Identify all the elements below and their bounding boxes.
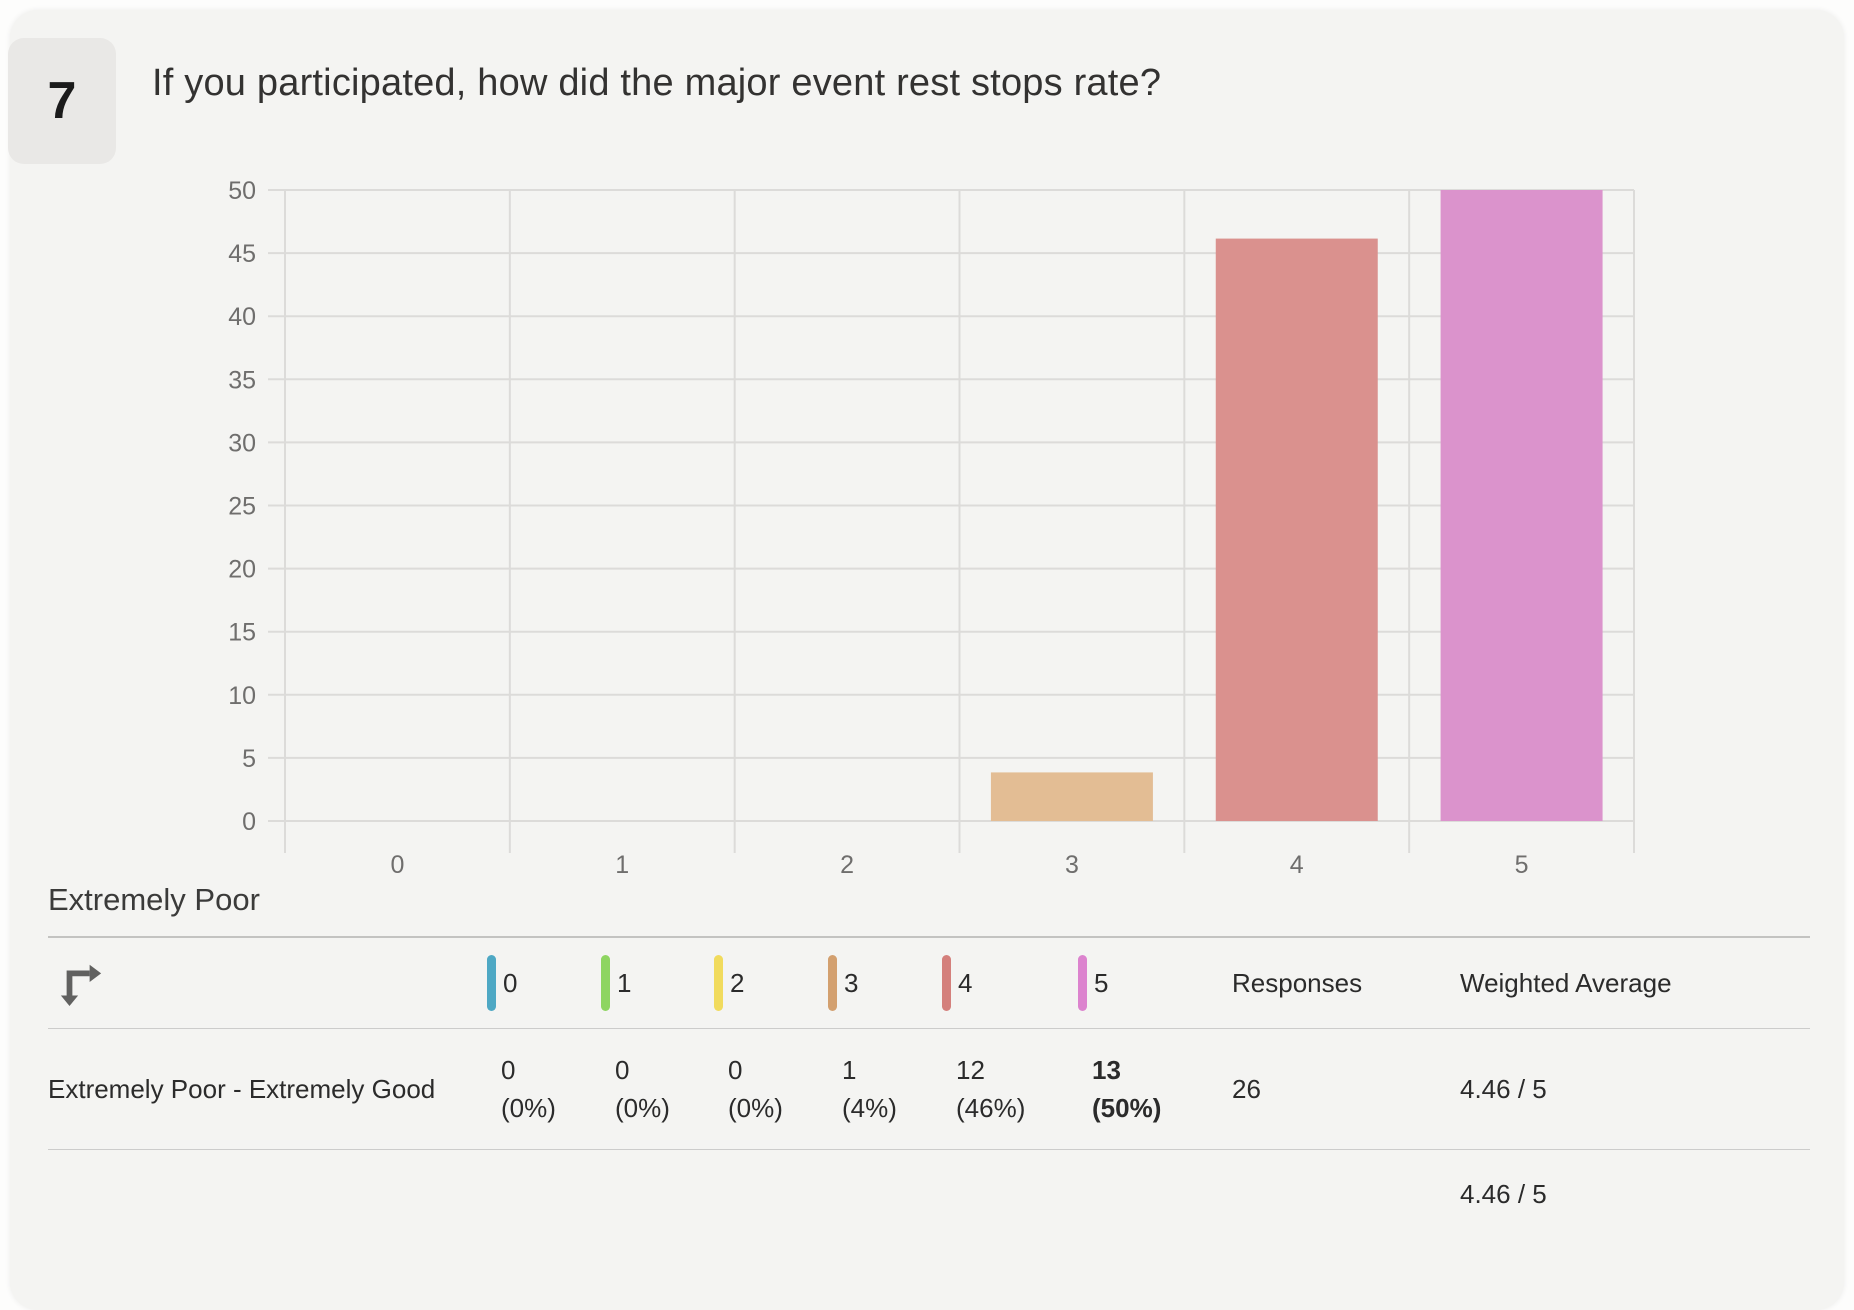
x-axis-category-label: 4 (1290, 851, 1304, 879)
bar-rating-5 (1440, 190, 1603, 821)
answer-row-label: Extremely Poor - Extremely Good (48, 1073, 436, 1104)
weighted-average-value: 4.46 / 5 (1460, 1073, 1547, 1104)
count-value: 12 (956, 1055, 985, 1085)
y-axis-tick-label: 0 (242, 808, 256, 836)
rating-color-chip (1078, 955, 1087, 1011)
rating-column-header-3: 3 (828, 955, 956, 1011)
responses-header: Responses (1232, 967, 1363, 998)
rating-column-header-1: 1 (601, 955, 728, 1011)
rating-cell-4: 12 (46%) (956, 1051, 1092, 1127)
weighted-average-header: Weighted Average (1460, 967, 1672, 998)
rating-color-chip (942, 955, 951, 1011)
rating-color-chip (828, 955, 837, 1011)
rating-column-label: 4 (958, 967, 973, 998)
count-value: 1 (842, 1055, 857, 1085)
percent-value: (0%) (615, 1093, 670, 1123)
y-axis-tick-label: 10 (228, 682, 256, 710)
count-value: 0 (728, 1055, 743, 1085)
bar-rating-3 (990, 772, 1153, 821)
rating-cell-1: 0 (0%) (615, 1051, 728, 1127)
rating-column-label: 3 (844, 967, 859, 998)
rating-color-chip (714, 955, 723, 1011)
count-value: 13 (1092, 1055, 1121, 1085)
scale-start-label: Extremely Poor (48, 882, 260, 917)
x-axis-category-label: 2 (840, 851, 854, 879)
question-title: If you participated, how did the major e… (152, 62, 1162, 104)
question-number-badge: 7 (8, 38, 116, 164)
percent-value: (0%) (728, 1093, 783, 1123)
y-axis-tick-label: 50 (228, 177, 256, 205)
rating-cell-5: 13 (50%) (1092, 1051, 1232, 1127)
y-axis-tick-label: 5 (242, 745, 256, 773)
rating-cell-0: 0 (0%) (501, 1051, 615, 1127)
rating-column-header-5: 5 (1078, 955, 1232, 1011)
percent-value: (50%) (1092, 1093, 1162, 1123)
x-axis-category-label: 0 (390, 851, 404, 879)
rating-column-header-2: 2 (714, 955, 842, 1011)
percent-value: (4%) (842, 1093, 897, 1123)
rating-cell-3: 1 (4%) (842, 1051, 956, 1127)
rating-column-label: 5 (1094, 967, 1109, 998)
count-value: 0 (501, 1055, 516, 1085)
table-row: Extremely Poor - Extremely Good 0 (0%) 0 (0… (48, 1029, 1810, 1150)
rating-cell-2: 0 (0%) (728, 1051, 842, 1127)
count-value: 0 (615, 1055, 630, 1085)
rating-column-header-0: 0 (487, 955, 615, 1011)
y-axis-tick-label: 30 (228, 429, 256, 457)
rating-color-chip (601, 955, 610, 1011)
y-axis-tick-label: 15 (228, 619, 256, 647)
rating-column-label: 0 (503, 967, 518, 998)
pivot-control-cell[interactable] (48, 960, 501, 1006)
rating-column-header-4: 4 (942, 955, 1092, 1011)
table-header-row: 0 1 2 3 4 5 Responses Weighted Average (48, 936, 1810, 1029)
x-axis-category-label: 3 (1065, 851, 1079, 879)
bar-rating-4 (1215, 238, 1378, 821)
rating-column-label: 2 (730, 967, 745, 998)
total-weighted-average: 4.46 / 5 (1460, 1178, 1547, 1209)
responses-value: 26 (1232, 1073, 1261, 1104)
x-axis-category-label: 1 (615, 851, 629, 879)
pivot-arrows-icon (60, 964, 102, 1006)
y-axis-tick-label: 35 (228, 366, 256, 394)
rating-column-label: 1 (617, 967, 632, 998)
question-number: 7 (47, 72, 77, 130)
y-axis-tick-label: 45 (228, 240, 256, 268)
x-axis-category-label: 5 (1515, 851, 1529, 879)
y-axis-tick-label: 25 (228, 493, 256, 521)
y-axis-tick-label: 40 (228, 303, 256, 331)
rating-color-chip (487, 955, 496, 1011)
percent-value: (46%) (956, 1093, 1026, 1123)
y-axis-tick-label: 20 (228, 556, 256, 584)
percent-value: (0%) (501, 1093, 556, 1123)
table-footer-row: 4.46 / 5 (48, 1150, 1810, 1238)
